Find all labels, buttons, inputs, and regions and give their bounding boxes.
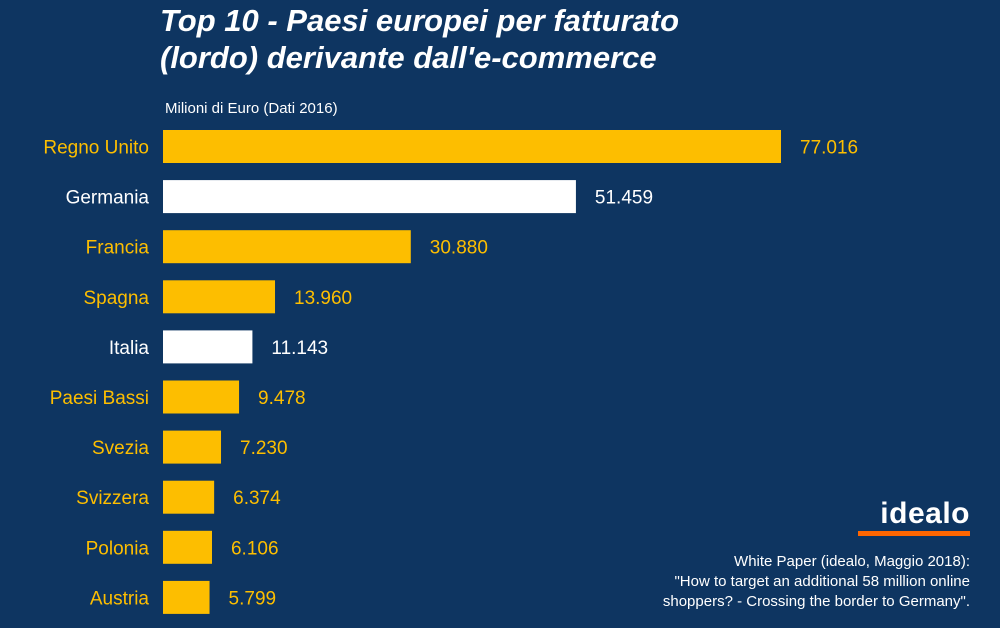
data-label: 77.016	[800, 138, 858, 159]
bar	[163, 580, 210, 614]
category-label: Italia	[109, 338, 150, 359]
idealo-logo: idealo	[880, 497, 970, 530]
bar	[163, 480, 215, 514]
category-label: Regno Unito	[43, 138, 149, 159]
data-label: 9.478	[258, 388, 306, 409]
bar	[163, 380, 240, 414]
data-label: 6.106	[231, 538, 279, 559]
data-label: 6.374	[233, 488, 281, 509]
bar	[163, 230, 411, 264]
source-line-2: "How to target an additional 58 million …	[674, 573, 970, 590]
data-label: 5.799	[229, 588, 277, 609]
bar	[163, 530, 212, 564]
chart-title-line-2: (lordo) derivante dall'e-commerce	[160, 40, 657, 75]
chart-title-line-1: Top 10 - Paesi europei per fatturato	[160, 3, 680, 38]
source-line-3: shoppers? - Crossing the border to Germa…	[662, 593, 970, 610]
category-label: Francia	[86, 238, 150, 259]
bar	[163, 280, 276, 314]
source-line-1: White Paper (idealo, Maggio 2018):	[734, 553, 970, 570]
category-label: Austria	[90, 588, 150, 609]
data-label: 11.143	[271, 338, 328, 359]
bar	[163, 330, 253, 364]
logo-underline	[858, 531, 970, 536]
chart-title: Top 10 - Paesi europei per fatturato (lo…	[160, 2, 679, 76]
category-label: Germania	[66, 188, 150, 209]
bar	[163, 180, 576, 214]
source-note: White Paper (idealo, Maggio 2018): "How …	[663, 552, 970, 612]
data-label: 7.230	[240, 438, 288, 459]
data-label: 51.459	[595, 188, 653, 209]
bar	[163, 130, 781, 163]
data-label: 30.880	[430, 238, 488, 259]
category-label: Svizzera	[76, 488, 149, 509]
data-label: 13.960	[294, 288, 352, 309]
chart-subtitle: Milioni di Euro (Dati 2016)	[165, 100, 338, 117]
category-label: Svezia	[92, 438, 149, 459]
category-label: Spagna	[83, 288, 149, 309]
category-label: Paesi Bassi	[50, 388, 149, 409]
bar	[163, 430, 222, 464]
category-label: Polonia	[86, 538, 150, 559]
